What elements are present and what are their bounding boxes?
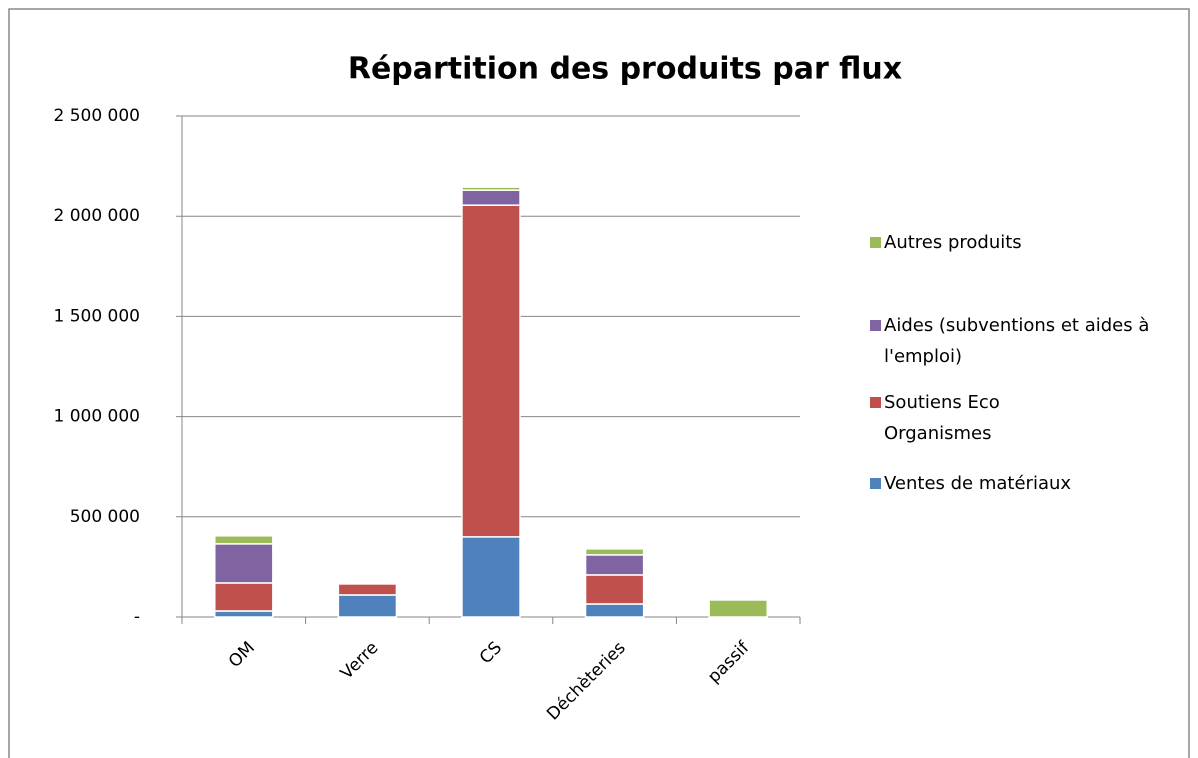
bar-segment [584,554,645,576]
legend-item: Soutiens Eco Organismes [870,387,1170,449]
bar-segment [584,548,645,556]
legend-label: Autres produits [884,232,1022,253]
legend-swatch [870,397,881,408]
chart-title: Répartition des produits par flux [348,52,902,87]
legend-item: Autres produits [870,227,1170,258]
bar-segment [461,189,521,206]
y-tick-label: 2 500 000 [53,106,140,126]
bar-segment [214,610,274,618]
bar-segment [584,603,645,618]
legend-item: Ventes de matériaux [870,468,1170,499]
bar-segment [214,535,274,545]
bar-segment [214,582,274,612]
legend-swatch [870,320,881,331]
y-tick-label: 2 000 000 [53,206,140,226]
bar-segment [214,543,274,584]
bar-segment [461,204,521,538]
y-tick-label: 1 000 000 [53,407,140,427]
y-tick-label: 1 500 000 [53,306,140,326]
y-tick-label: - [134,607,140,627]
bar-segment [337,594,398,618]
bar-segment [461,536,521,618]
legend-label: Soutiens Eco Organismes [884,392,1000,444]
legend-item: Aides (subventions et aides à l'emploi) [870,310,1170,372]
bar-segment [584,574,645,605]
bar-segment [708,599,768,618]
legend-swatch [870,478,881,489]
legend-label: Aides (subventions et aides à l'emploi) [884,315,1150,367]
bar-segment [337,583,398,596]
legend-swatch [870,237,881,248]
chart-border [8,8,1190,758]
bar-segment [461,186,521,191]
legend-label: Ventes de matériaux [884,473,1072,494]
y-tick-label: 500 000 [70,507,140,527]
